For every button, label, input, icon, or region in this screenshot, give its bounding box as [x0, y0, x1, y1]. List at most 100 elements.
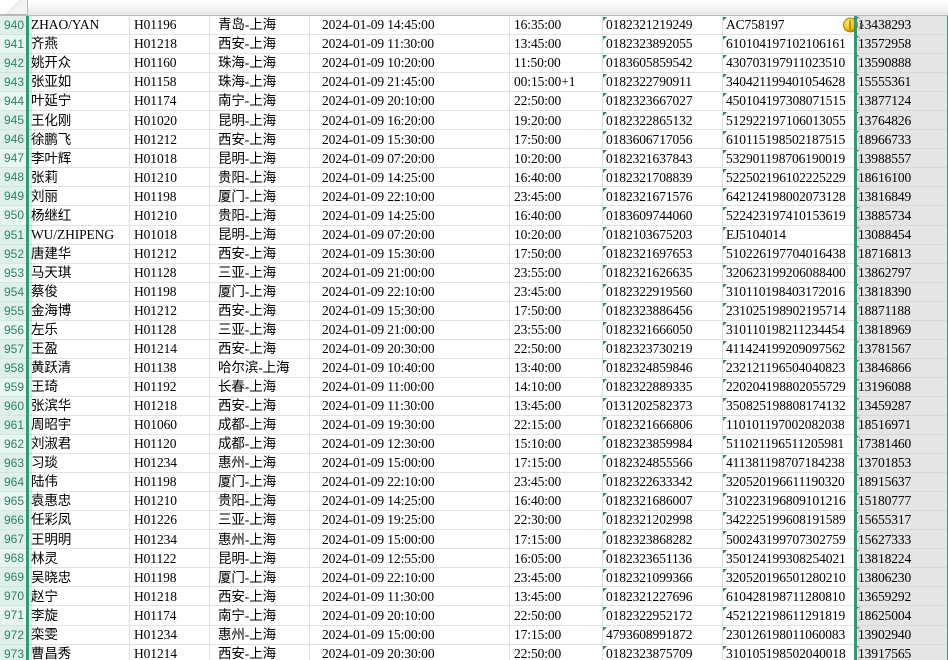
- passenger-name-cell[interactable]: 任彩凤: [28, 511, 130, 529]
- table-row[interactable]: 王琦 H01192 长春-上海 2024-01-09 11:00:00 14:10:00…: [28, 378, 948, 397]
- departure-datetime-cell[interactable]: 2024-01-09 07:20:00: [310, 226, 510, 244]
- route-cell[interactable]: 南宁-上海: [210, 606, 310, 624]
- flight-code-cell[interactable]: H01234: [130, 454, 210, 472]
- id-number-cell[interactable]: 310110198403172016: [723, 283, 855, 301]
- order-number-cell[interactable]: 0182323892055: [603, 35, 723, 53]
- arrival-time-cell[interactable]: 16:40:00: [510, 492, 603, 510]
- phone-number-cell[interactable]: 17381460: [855, 435, 948, 453]
- id-number-cell[interactable]: 340421199401054628: [723, 73, 855, 91]
- table-row[interactable]: 王化刚 H01020 昆明-上海 2024-01-09 16:20:00 19:20:0…: [28, 111, 948, 131]
- order-number-cell[interactable]: 0182323667027: [603, 92, 723, 110]
- route-cell[interactable]: 昆明-上海: [210, 111, 310, 129]
- route-cell[interactable]: 西安-上海: [210, 130, 310, 148]
- passenger-name-cell[interactable]: 王化刚: [28, 111, 130, 129]
- arrival-time-cell[interactable]: 14:10:00: [510, 378, 603, 396]
- phone-number-cell[interactable]: 13917565: [855, 645, 948, 660]
- route-cell[interactable]: 惠州-上海: [210, 626, 310, 644]
- arrival-time-cell[interactable]: 17:50:00: [510, 245, 603, 263]
- id-number-cell[interactable]: 452122198611291819: [723, 606, 855, 624]
- table-row[interactable]: 姚开众 H01160 珠海-上海 2024-01-09 10:20:00 11:50:0…: [28, 54, 948, 74]
- passenger-name-cell[interactable]: 李旋: [28, 606, 130, 624]
- phone-number-cell[interactable]: 18871188: [855, 302, 948, 320]
- table-row[interactable]: 唐建华 H01212 西安-上海 2024-01-09 15:30:00 17:50:0…: [28, 245, 948, 264]
- flight-code-cell[interactable]: H01218: [130, 35, 210, 53]
- order-number-cell[interactable]: 0182322952172: [603, 606, 723, 624]
- passenger-name-cell[interactable]: 金海博: [28, 302, 130, 320]
- order-number-cell[interactable]: 0182323868282: [603, 530, 723, 548]
- order-number-cell[interactable]: 0182323859984: [603, 435, 723, 453]
- row-header[interactable]: 944: [0, 92, 26, 112]
- table-row[interactable]: 林灵 H01122 昆明-上海 2024-01-09 12:55:00 16:05:00…: [28, 549, 948, 569]
- route-cell[interactable]: 昆明-上海: [210, 149, 310, 167]
- phone-number-cell[interactable]: 15655317: [855, 511, 948, 529]
- departure-datetime-cell[interactable]: 2024-01-09 11:30:00: [310, 587, 510, 605]
- flight-code-cell[interactable]: H01214: [130, 645, 210, 660]
- flight-code-cell[interactable]: H01018: [130, 149, 210, 167]
- phone-number-cell[interactable]: 13816849: [855, 187, 948, 205]
- route-cell[interactable]: 长春-上海: [210, 378, 310, 396]
- passenger-name-cell[interactable]: 刘丽: [28, 187, 130, 205]
- departure-datetime-cell[interactable]: 2024-01-09 15:30:00: [310, 302, 510, 320]
- row-header[interactable]: 962: [0, 435, 26, 455]
- row-header[interactable]: 954: [0, 282, 26, 302]
- passenger-name-cell[interactable]: 周昭宇: [28, 416, 130, 434]
- phone-number-cell[interactable]: 13818969: [855, 321, 948, 339]
- route-cell[interactable]: 西安-上海: [210, 645, 310, 660]
- flight-code-cell[interactable]: H01128: [130, 264, 210, 282]
- id-number-cell[interactable]: 642124198002073128: [723, 187, 855, 205]
- arrival-time-cell[interactable]: 17:15:00: [510, 454, 603, 472]
- route-cell[interactable]: 珠海-上海: [210, 73, 310, 91]
- id-number-cell[interactable]: 350124199308254021: [723, 549, 855, 567]
- table-row[interactable]: 叶延宁 H01174 南宁-上海 2024-01-09 20:10:00 22:50:0…: [28, 92, 948, 112]
- route-cell[interactable]: 南宁-上海: [210, 92, 310, 110]
- row-header[interactable]: 968: [0, 549, 26, 569]
- row-header[interactable]: 966: [0, 511, 26, 531]
- passenger-name-cell[interactable]: 陆伟: [28, 473, 130, 491]
- flight-code-cell[interactable]: H01128: [130, 321, 210, 339]
- route-cell[interactable]: 昆明-上海: [210, 549, 310, 567]
- departure-datetime-cell[interactable]: 2024-01-09 19:25:00: [310, 511, 510, 529]
- flight-code-cell[interactable]: H01158: [130, 73, 210, 91]
- phone-number-cell[interactable]: 15555361: [855, 73, 948, 91]
- passenger-name-cell[interactable]: 刘淑君: [28, 435, 130, 453]
- id-number-cell[interactable]: EJ5104014: [723, 226, 855, 244]
- row-header[interactable]: 940: [0, 16, 26, 36]
- route-cell[interactable]: 贵阳-上海: [210, 168, 310, 186]
- flight-code-cell[interactable]: H01210: [130, 492, 210, 510]
- id-number-cell[interactable]: 500243199707302759: [723, 530, 855, 548]
- passenger-name-cell[interactable]: 李叶辉: [28, 149, 130, 167]
- flight-code-cell[interactable]: H01020: [130, 111, 210, 129]
- arrival-time-cell[interactable]: 22:30:00: [510, 511, 603, 529]
- row-header[interactable]: 971: [0, 606, 26, 626]
- row-header[interactable]: 947: [0, 149, 26, 169]
- phone-number-cell[interactable]: 18716813: [855, 245, 948, 263]
- phone-number-cell[interactable]: 13818390: [855, 283, 948, 301]
- table-row[interactable]: 刘淑君 H01120 成都-上海 2024-01-09 12:30:00 15:10:0…: [28, 435, 948, 455]
- order-number-cell[interactable]: 0182321219249: [603, 16, 723, 34]
- phone-number-cell[interactable]: 18915637: [855, 473, 948, 491]
- arrival-time-cell[interactable]: 17:50:00: [510, 302, 603, 320]
- passenger-name-cell[interactable]: 张莉: [28, 168, 130, 186]
- departure-datetime-cell[interactable]: 2024-01-09 16:20:00: [310, 111, 510, 129]
- id-number-cell[interactable]: 511021196511205981: [723, 435, 855, 453]
- flight-code-cell[interactable]: H01060: [130, 416, 210, 434]
- id-number-cell[interactable]: 320520196611190320: [723, 473, 855, 491]
- route-cell[interactable]: 西安-上海: [210, 397, 310, 415]
- route-cell[interactable]: 成都-上海: [210, 416, 310, 434]
- passenger-name-cell[interactable]: 叶延宁: [28, 92, 130, 110]
- passenger-name-cell[interactable]: 王明明: [28, 530, 130, 548]
- arrival-time-cell[interactable]: 10:20:00: [510, 226, 603, 244]
- phone-number-cell[interactable]: 18516971: [855, 416, 948, 434]
- departure-datetime-cell[interactable]: 2024-01-09 22:10:00: [310, 568, 510, 586]
- phone-number-cell[interactable]: 13862797: [855, 264, 948, 282]
- table-row[interactable]: 栾雯 H01234 惠州-上海 2024-01-09 15:00:00 17:15:00…: [28, 626, 948, 645]
- phone-number-cell[interactable]: 13088454: [855, 226, 948, 244]
- route-cell[interactable]: 厦门-上海: [210, 283, 310, 301]
- order-number-cell[interactable]: 0182321099366: [603, 568, 723, 586]
- id-number-cell[interactable]: 320623199206088400: [723, 264, 855, 282]
- table-row[interactable]: 周昭宇 H01060 成都-上海 2024-01-09 19:30:00 22:15:0…: [28, 416, 948, 436]
- cell-warning-indicator[interactable]: [843, 17, 864, 33]
- row-header[interactable]: 967: [0, 530, 26, 550]
- phone-number-cell[interactable]: 13885734: [855, 206, 948, 224]
